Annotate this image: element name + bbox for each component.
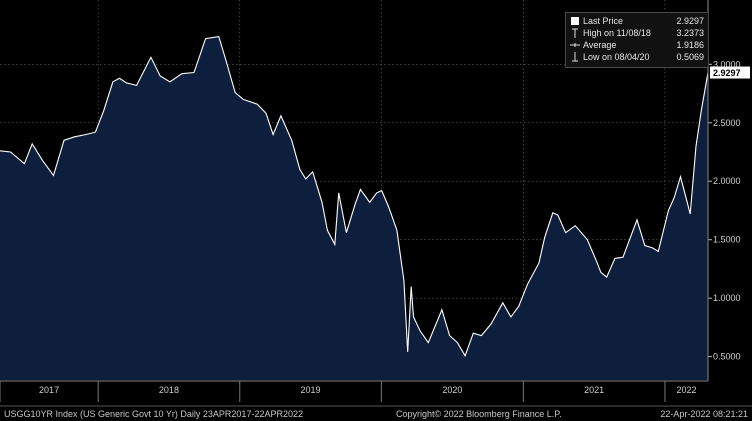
last-price-label: 2.9297 (713, 68, 741, 78)
y-tick-label: 0.5000 (713, 352, 741, 362)
average-marker-icon (570, 39, 580, 51)
legend-value: 1.9186 (676, 40, 704, 50)
footer-timestamp: 22-Apr-2022 08:21:21 (660, 409, 748, 419)
legend: Last Price 2.9297 High on 11/08/18 3.237… (565, 12, 709, 68)
x-axis: 2017 2018 2019 2020 2021 2022 (0, 0, 752, 407)
x-axis-band (0, 381, 752, 407)
legend-label: Low on 08/04/20 (583, 52, 650, 62)
y-tick-label: 2.5000 (713, 118, 741, 128)
y-tick-label: 2.0000 (713, 176, 741, 186)
y-tick-label: 3.0000 (713, 59, 741, 69)
y-tick-label: 1.5000 (713, 235, 741, 245)
high-marker-icon (570, 27, 580, 39)
x-tick-label: 2019 (301, 385, 321, 395)
legend-label: Average (583, 40, 617, 50)
legend-value: 3.2373 (676, 28, 704, 38)
footer-security-info: USGG10YR Index (US Generic Govt 10 Yr) D… (4, 409, 303, 419)
footer-copyright: Copyright© 2022 Bloomberg Finance L.P. (396, 409, 562, 419)
x-tick-label: 2022 (676, 385, 696, 395)
x-tick-label: 2017 (39, 385, 59, 395)
last-price-swatch-icon (570, 15, 580, 27)
legend-label: Last Price (583, 16, 624, 26)
last-price-marker: 2.9297 (710, 66, 750, 79)
legend-label: High on 11/08/18 (583, 28, 651, 38)
yield-line (0, 35, 709, 358)
legend-item-high: High on 11/08/18 3.2373 (570, 27, 704, 39)
legend-value: 0.5069 (676, 52, 704, 62)
legend-item-average: Average 1.9186 (570, 39, 704, 51)
legend-item-low: Low on 08/04/20 0.5069 (570, 51, 704, 63)
footer-bar: USGG10YR Index (US Generic Govt 10 Yr) D… (0, 407, 752, 421)
low-marker-icon (570, 51, 580, 63)
legend-item-last-price: Last Price 2.9297 (570, 15, 704, 27)
y-tick-label: 1.0000 (713, 293, 741, 303)
last-price-box (710, 66, 750, 79)
legend-value: 2.9297 (676, 16, 704, 26)
x-tick-label: 2021 (584, 385, 604, 395)
x-tick-label: 2018 (159, 385, 179, 395)
x-tick-label: 2020 (442, 385, 462, 395)
